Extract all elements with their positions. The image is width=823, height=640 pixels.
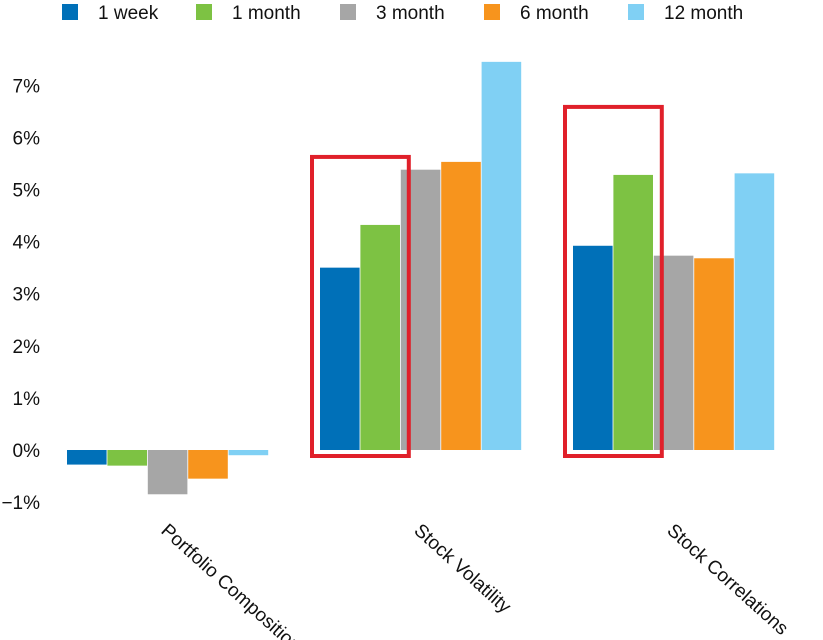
y-tick-label: −1% — [1, 493, 40, 514]
y-tick-label: 1% — [13, 389, 41, 410]
bar — [441, 161, 481, 450]
highlight-box — [310, 154, 411, 458]
bars — [67, 61, 775, 495]
y-tick-label: 0% — [13, 441, 41, 462]
bar — [613, 174, 653, 451]
category-label: Stock Volatility — [410, 520, 515, 618]
y-tick-label: 5% — [13, 181, 41, 202]
bar — [320, 267, 360, 450]
legend-label: 1 week — [98, 3, 159, 24]
highlight-box — [563, 104, 664, 459]
bar — [107, 450, 147, 466]
y-tick-label: 3% — [13, 285, 41, 306]
bar — [188, 450, 228, 479]
y-tick-label: 2% — [13, 337, 41, 358]
legend: 1 week 1 month 3 month 6 month 12 month — [62, 3, 743, 24]
bar — [67, 450, 107, 465]
y-tick-label: 7% — [13, 76, 41, 97]
y-axis: 7% 6% 5% 4% 3% 2% 1% 0% −1% — [1, 76, 40, 514]
bar — [360, 224, 400, 450]
legend-swatch — [340, 4, 356, 20]
bar — [694, 258, 734, 450]
bar — [734, 173, 775, 450]
legend-label: 3 month — [376, 3, 445, 24]
bar — [147, 450, 188, 495]
legend-label: 6 month — [520, 3, 589, 24]
y-tick-label: 4% — [13, 233, 41, 254]
bar — [481, 61, 522, 450]
y-tick-label: 6% — [13, 128, 41, 149]
legend-swatch — [196, 4, 212, 20]
highlight-boxes — [310, 104, 664, 459]
legend-label: 12 month — [664, 3, 743, 24]
x-axis: Portfolio Composition Stock Volatility Sto… — [157, 520, 792, 640]
legend-swatch — [62, 4, 78, 20]
bar — [653, 255, 694, 450]
legend-swatch — [628, 4, 644, 20]
category-label: Stock Correlations — [663, 520, 792, 639]
bar — [573, 245, 613, 450]
bar — [400, 169, 441, 450]
legend-swatch — [484, 4, 500, 20]
category-label: Portfolio Composition — [157, 520, 305, 640]
bar — [228, 450, 269, 456]
legend-label: 1 month — [232, 3, 301, 24]
